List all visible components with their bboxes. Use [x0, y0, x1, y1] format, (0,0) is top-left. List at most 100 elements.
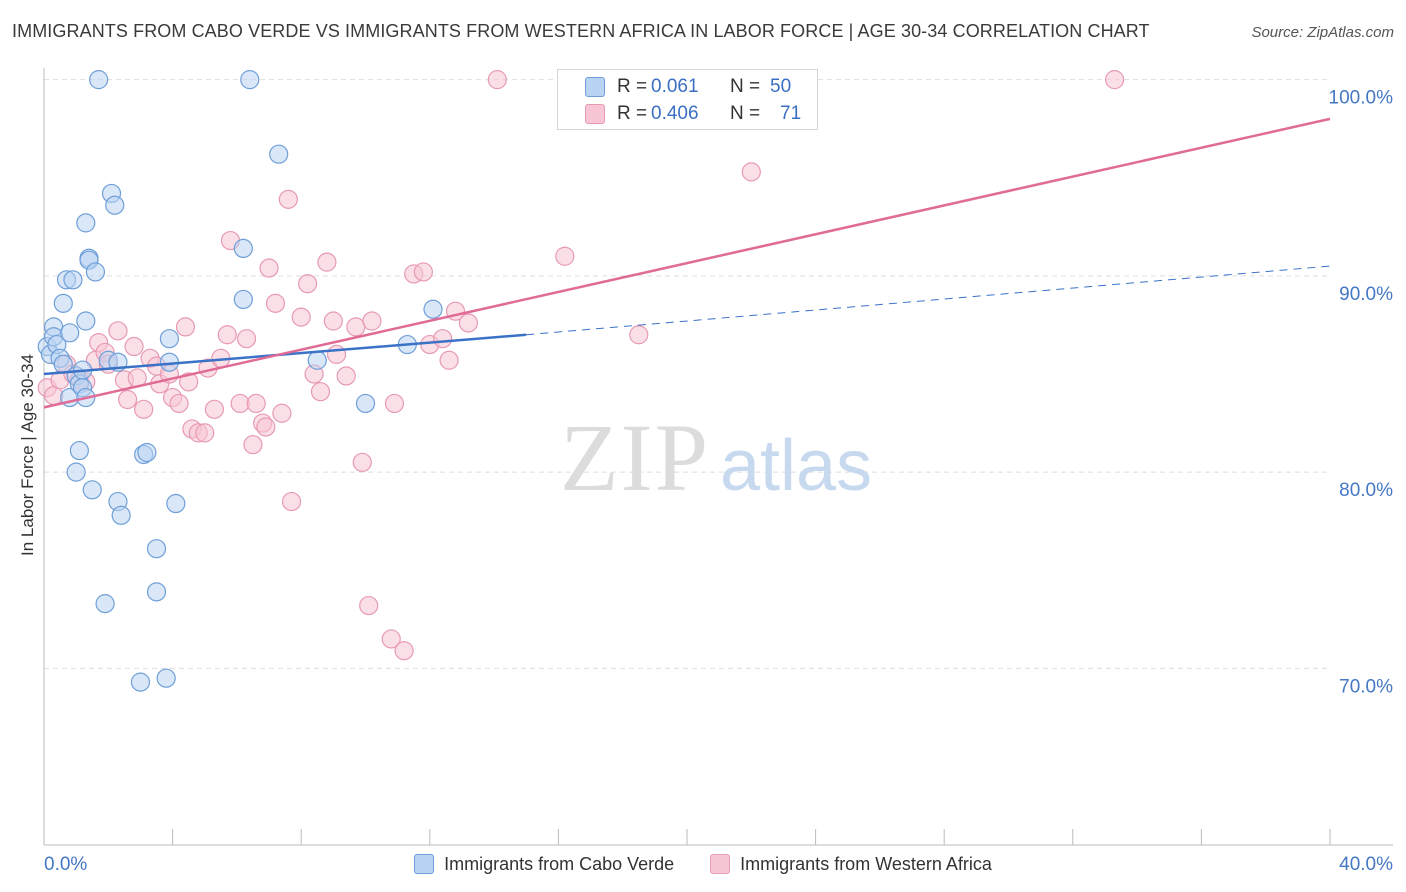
point-western-africa	[256, 417, 276, 437]
n-value: 50	[770, 76, 792, 97]
point-western-africa	[323, 311, 343, 331]
point-western-africa	[394, 641, 414, 661]
point-western-africa	[298, 274, 318, 294]
n-label: N =	[730, 103, 761, 124]
point-cabo-verde	[85, 262, 106, 282]
point-cabo-verde	[89, 70, 109, 90]
legend-label: Immigrants from Western Africa	[740, 853, 992, 874]
point-cabo-verde	[156, 668, 176, 688]
x-tick-label: 40.0%	[1339, 854, 1393, 875]
point-western-africa	[243, 435, 263, 455]
point-western-africa	[124, 336, 144, 357]
point-western-africa	[246, 393, 266, 414]
point-cabo-verde	[95, 594, 115, 614]
point-cabo-verde	[63, 270, 83, 290]
point-cabo-verde	[82, 480, 102, 500]
r-label: R =	[617, 76, 648, 97]
point-western-africa	[629, 325, 649, 345]
y-tick-label: 90.0%	[1339, 284, 1393, 305]
point-western-africa	[317, 252, 337, 272]
stats-row-western-africa: R = 0.406 N = 71	[558, 100, 817, 128]
pink-swatch-icon	[710, 854, 731, 874]
source-credit: Source: ZipAtlas.com	[1251, 24, 1394, 41]
point-cabo-verde	[166, 493, 186, 514]
pink-swatch-icon	[585, 104, 605, 124]
point-western-africa	[326, 344, 347, 364]
legend-item-cabo-verde[interactable]: Immigrants from Cabo Verde	[414, 854, 674, 875]
stats-row-cabo-verde: R = 0.061 N = 50	[558, 73, 817, 101]
point-western-africa	[230, 393, 250, 414]
point-western-africa	[169, 393, 189, 414]
point-western-africa	[458, 313, 478, 333]
point-cabo-verde	[130, 672, 151, 692]
point-cabo-verde	[69, 440, 89, 461]
point-western-africa	[487, 70, 507, 90]
point-western-africa	[433, 329, 453, 349]
legend-item-western-africa[interactable]: Immigrants from Western Africa	[710, 854, 992, 875]
y-tick-label: 70.0%	[1339, 676, 1393, 697]
point-western-africa	[413, 262, 433, 282]
watermark: ZIP atlas	[560, 404, 872, 511]
point-western-africa	[204, 399, 224, 419]
r-value: 0.061	[651, 76, 699, 97]
point-cabo-verde	[66, 462, 86, 482]
point-western-africa	[134, 399, 154, 419]
watermark-atlas: atlas	[720, 426, 872, 506]
trend-line-cabo-verde-extension	[526, 265, 1331, 336]
y-tick-label: 80.0%	[1339, 480, 1393, 501]
point-western-africa	[195, 423, 215, 443]
series-legend: Immigrants from Cabo Verde Immigrants fr…	[0, 850, 1406, 878]
point-western-africa	[310, 382, 331, 402]
point-cabo-verde	[137, 442, 157, 463]
point-western-africa	[236, 329, 257, 349]
point-western-africa	[1104, 70, 1125, 90]
point-western-africa	[217, 325, 237, 345]
point-western-africa	[175, 317, 196, 337]
point-western-africa	[384, 393, 405, 414]
point-western-africa	[259, 258, 279, 278]
point-cabo-verde	[159, 329, 179, 349]
point-cabo-verde	[233, 238, 253, 258]
point-cabo-verde	[240, 70, 260, 90]
point-western-africa	[352, 452, 372, 472]
point-cabo-verde	[76, 213, 96, 233]
point-western-africa	[265, 293, 286, 313]
blue-swatch-icon	[585, 77, 605, 97]
grid-lines	[44, 79, 1330, 669]
point-western-africa	[439, 350, 459, 370]
axes	[43, 68, 1393, 846]
point-cabo-verde	[76, 311, 96, 331]
tick-labels: 70.0% 80.0% 90.0% 100.0% 0.0% 40.0%	[44, 88, 1393, 875]
point-cabo-verde	[307, 350, 327, 370]
blue-swatch-icon	[414, 854, 435, 874]
point-cabo-verde	[233, 289, 253, 310]
chart-title: IMMIGRANTS FROM CABO VERDE VS IMMIGRANTS…	[12, 21, 1150, 41]
point-western-africa	[359, 595, 379, 616]
trend-line-western-africa	[43, 117, 1331, 409]
point-western-africa	[108, 321, 128, 341]
data-points	[37, 70, 1125, 692]
point-western-africa	[381, 629, 401, 649]
trend-lines	[43, 117, 1331, 409]
point-western-africa	[281, 491, 302, 512]
y-tick-label: 100.0%	[1329, 88, 1394, 109]
n-value: 71	[780, 103, 802, 124]
watermark-zip: ZIP	[560, 404, 710, 511]
point-western-africa	[346, 317, 366, 337]
point-cabo-verde	[111, 505, 131, 525]
point-cabo-verde	[60, 323, 80, 343]
point-cabo-verde	[355, 393, 376, 414]
point-cabo-verde	[146, 582, 167, 602]
point-western-africa	[179, 372, 199, 392]
point-cabo-verde	[269, 144, 289, 164]
point-western-africa	[555, 246, 575, 266]
r-label: R =	[617, 103, 648, 124]
point-western-africa	[278, 189, 298, 209]
point-western-africa	[117, 389, 138, 410]
point-cabo-verde	[53, 293, 73, 313]
r-value: 0.406	[651, 103, 699, 124]
point-western-africa	[741, 162, 761, 182]
point-cabo-verde	[423, 299, 443, 319]
point-western-africa	[336, 366, 356, 386]
